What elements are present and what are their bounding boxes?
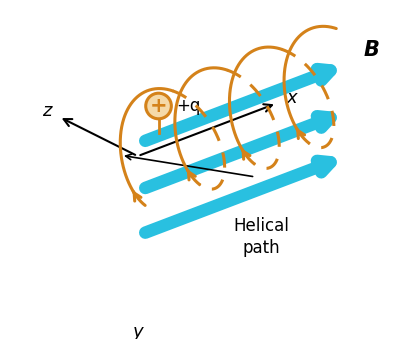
Text: B: B	[363, 40, 379, 60]
Text: x: x	[286, 88, 297, 107]
Text: +q: +q	[176, 97, 201, 115]
Text: Helical
path: Helical path	[234, 217, 290, 257]
Circle shape	[146, 93, 171, 119]
Text: z: z	[42, 102, 52, 120]
Text: y: y	[132, 323, 143, 339]
Text: +: +	[150, 96, 167, 116]
